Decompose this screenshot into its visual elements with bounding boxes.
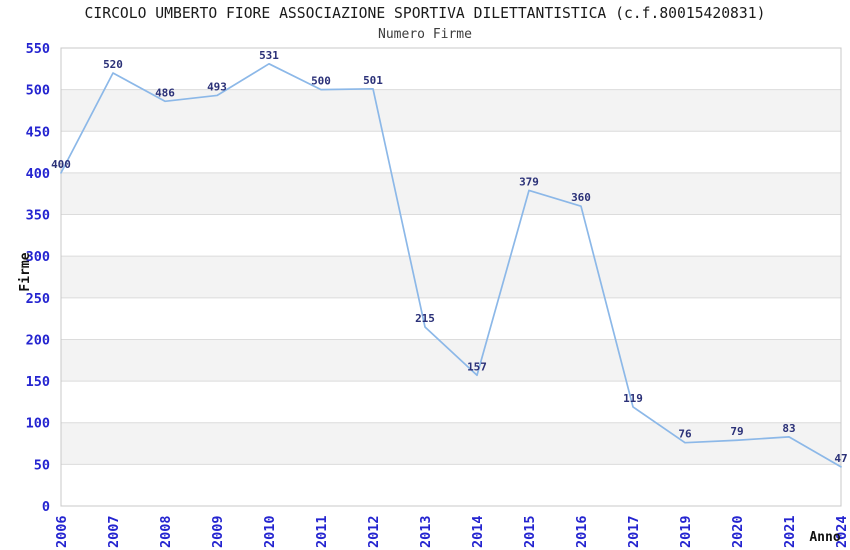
data-point-label: 400 — [51, 158, 71, 171]
plot-band — [61, 339, 841, 382]
x-tick-label: 2013 — [418, 515, 434, 548]
chart-title: CIRCOLO UMBERTO FIORE ASSOCIAZIONE SPORT… — [84, 5, 766, 22]
y-tick-label: 200 — [26, 332, 50, 348]
data-point-label: 379 — [519, 175, 539, 188]
plot-band — [61, 172, 841, 215]
data-point-label: 500 — [311, 75, 331, 88]
y-tick-label: 50 — [34, 457, 50, 473]
data-point-label: 47 — [834, 452, 847, 465]
plot-border — [60, 47, 842, 507]
chart-subtitle: Numero Firme — [378, 27, 472, 42]
plot-band — [61, 48, 841, 90]
y-tick-label: 250 — [26, 291, 50, 307]
y-tick-label: 350 — [26, 208, 50, 224]
x-tick-label: 2020 — [730, 515, 746, 548]
data-point-label: 79 — [730, 425, 743, 438]
plot-band — [61, 256, 841, 298]
x-tick-label: 2015 — [522, 515, 538, 548]
x-tick-label: 2012 — [366, 515, 382, 548]
plot-band — [61, 422, 841, 465]
data-point-label: 486 — [155, 86, 175, 99]
plot-band — [61, 297, 841, 340]
x-tick-label: 2008 — [158, 515, 174, 548]
y-tick-label: 550 — [26, 41, 50, 57]
x-tick-label: 2016 — [574, 515, 590, 548]
data-point-label: 215 — [415, 312, 435, 325]
y-tick-label: 450 — [26, 124, 50, 140]
data-point-label: 531 — [259, 49, 279, 62]
plot-band — [61, 89, 841, 132]
x-tick-label: 2021 — [782, 515, 798, 548]
x-tick-label: 2009 — [210, 515, 226, 548]
y-tick-label: 150 — [26, 374, 50, 390]
x-tick-label: 2011 — [314, 515, 330, 548]
x-tick-label: 2010 — [262, 515, 278, 548]
y-tick-label: 0 — [42, 499, 50, 515]
x-tick-label: 2014 — [470, 515, 486, 548]
plot-band — [61, 131, 841, 173]
plot-band — [61, 214, 841, 257]
x-axis-label: Anno — [809, 530, 840, 545]
y-axis-label: Firme — [18, 252, 33, 291]
y-tick-label: 400 — [26, 166, 50, 182]
series-line — [60, 62, 842, 468]
data-point-label: 157 — [467, 360, 487, 373]
data-point-label: 76 — [678, 428, 692, 441]
x-tick-label: 2017 — [626, 515, 642, 548]
x-tick-label: 2006 — [54, 515, 70, 548]
data-point-label: 119 — [623, 392, 643, 405]
y-tick-label: 100 — [26, 416, 50, 432]
data-point-label: 360 — [571, 191, 591, 204]
data-point-label: 83 — [782, 422, 795, 435]
data-point-label: 493 — [207, 80, 227, 93]
data-point-label: 520 — [103, 58, 123, 71]
y-tick-label: 300 — [26, 249, 50, 265]
x-tick-label: 2007 — [106, 515, 122, 548]
y-tick-label: 500 — [26, 83, 50, 99]
data-point-label: 501 — [363, 74, 383, 87]
x-tick-label: 2024 — [834, 515, 850, 548]
plot-band — [61, 381, 841, 423]
x-tick-label: 2019 — [678, 515, 694, 548]
plot-band — [61, 464, 841, 506]
